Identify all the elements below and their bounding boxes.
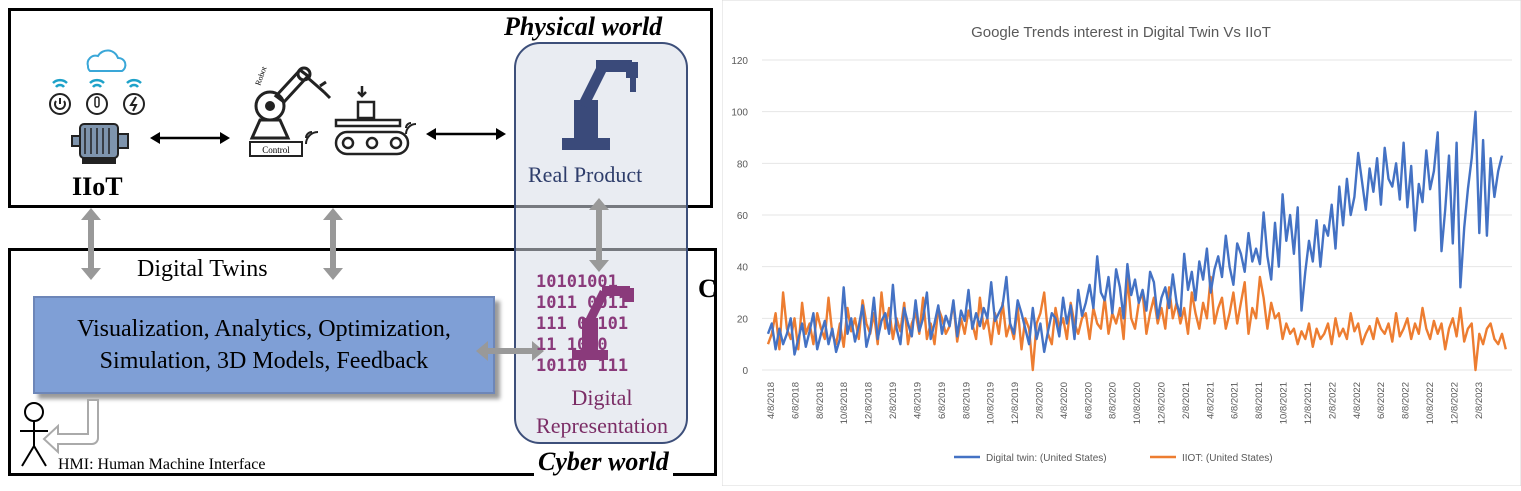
x-tick-label: 2/8/2022	[1327, 382, 1338, 419]
y-tick-label: 80	[737, 159, 749, 170]
digital-rep-line-1: Digital	[571, 385, 633, 410]
double-arrow-icon	[426, 128, 506, 140]
capabilities-line-1: Visualization, Analytics, Optimization,	[77, 316, 451, 342]
x-tick-label: 2/8/2023	[1474, 382, 1485, 419]
x-tick-label: 4/8/2021	[1205, 382, 1216, 419]
y-tick-label: 100	[731, 108, 748, 119]
y-tick-label: 0	[742, 366, 748, 377]
cyber-world-box	[8, 248, 717, 476]
x-tick-label: 8/8/2022	[1401, 382, 1412, 419]
x-tick-label: 6/8/2021	[1230, 382, 1241, 419]
horizontal-double-arrow-icon	[476, 341, 544, 361]
trends-chart-svg: Google Trends interest in Digital Twin V…	[721, 0, 1521, 487]
chart-title: Google Trends interest in Digital Twin V…	[971, 24, 1271, 41]
x-tick-label: 8/8/2021	[1254, 382, 1265, 419]
x-tick-label: 10/8/2019	[986, 382, 997, 424]
y-tick-label: 60	[737, 211, 749, 222]
real-product-label: Real Product	[528, 162, 643, 187]
trends-chart: Google Trends interest in Digital Twin V…	[721, 0, 1521, 487]
x-tick-labels: 4/8/2018 6/8/2018 8/8/2018 10/8/2018 12/8/20…	[766, 382, 1485, 424]
legend: Digital twin: (United States) IIOT: (Unit…	[954, 453, 1273, 464]
x-tick-label: 6/8/2019	[937, 382, 948, 419]
x-tick-label: 4/8/2018	[766, 382, 777, 419]
y-tick-labels: 0 20 40 60 80 100 120	[731, 56, 748, 377]
x-tick-label: 8/8/2020	[1108, 382, 1119, 419]
x-tick-label: 12/8/2018	[864, 382, 875, 424]
digital-representation-label: Digital Representation	[520, 384, 684, 440]
x-tick-label: 12/8/2020	[1157, 382, 1168, 424]
digital-robot-icon	[572, 286, 634, 360]
digital-twin-diagram: Physical world Cyber world IIoT	[0, 0, 720, 486]
hmi-label: HMI: Human Machine Interface	[58, 456, 266, 473]
robot-label: Robot	[253, 64, 268, 86]
y-tick-label: 120	[731, 56, 748, 67]
x-tick-label: 4/8/2022	[1352, 382, 1363, 419]
x-tick-label: 2/8/2019	[888, 382, 899, 419]
industrial-robot-icon	[562, 60, 638, 150]
x-tick-label: 6/8/2018	[790, 382, 801, 419]
x-tick-label: 2/8/2021	[1181, 382, 1192, 419]
vertical-double-arrow-icon	[323, 208, 343, 280]
digital-twins-label: Digital Twins	[137, 256, 268, 282]
x-tick-label: 10/8/2022	[1425, 382, 1436, 424]
x-tick-label: 6/8/2020	[1083, 382, 1094, 419]
legend-label: Digital twin: (United States)	[986, 453, 1107, 464]
x-tick-label: 10/8/2021	[1279, 382, 1290, 424]
x-tick-label: 10/8/2018	[839, 382, 850, 424]
vertical-double-arrow-icon	[589, 198, 609, 272]
x-tick-label: 12/8/2021	[1303, 382, 1314, 424]
iiot-label: IIoT	[72, 172, 123, 201]
series-lines	[766, 110, 1507, 372]
double-arrow-icon	[150, 132, 230, 144]
physical-world-box	[8, 8, 713, 208]
human-icon	[20, 399, 99, 467]
x-tick-label: 4/8/2020	[1059, 382, 1070, 419]
robot-icon: Control Robot	[249, 64, 417, 157]
capabilities-line-2: Simulation, 3D Models, Feedback	[99, 348, 429, 374]
vertical-double-arrow-icon	[81, 208, 101, 280]
iiot-icon	[49, 49, 145, 164]
y-tick-label: 40	[737, 263, 749, 274]
control-label: Control	[262, 145, 290, 155]
digital-rep-line-2: Representation	[536, 413, 668, 438]
x-tick-label: 8/8/2019	[961, 382, 972, 419]
y-tick-label: 20	[737, 314, 749, 325]
cyber-world-title: Cyber world	[534, 448, 673, 476]
series-line	[766, 110, 1504, 356]
chart-frame	[721, 0, 1521, 487]
x-tick-label: 4/8/2019	[912, 382, 923, 419]
x-tick-label: 6/8/2022	[1376, 382, 1387, 419]
legend-label: IIOT: (United States)	[1182, 453, 1273, 464]
x-tick-label: 12/8/2019	[1010, 382, 1021, 424]
x-tick-label: 10/8/2020	[1132, 382, 1143, 424]
physical-world-title: Physical world	[500, 13, 667, 41]
binary-line: 10101001	[536, 272, 618, 292]
cut-off-letter: C	[698, 274, 717, 303]
x-tick-label: 8/8/2018	[815, 382, 826, 419]
x-tick-label: 12/8/2022	[1449, 382, 1460, 424]
binary-line: 10110 111	[536, 356, 629, 376]
capabilities-box: Visualization, Analytics, Optimization, S…	[33, 296, 495, 394]
x-tick-label: 2/8/2020	[1034, 382, 1045, 419]
